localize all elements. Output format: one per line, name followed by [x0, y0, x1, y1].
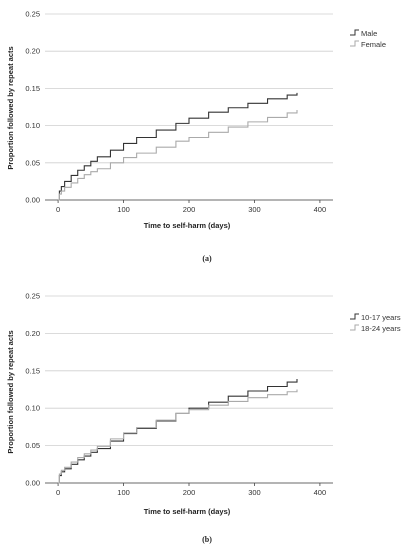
y-tick-labels: 0.00 0.05 0.10 0.15 0.20 0.25	[25, 10, 40, 205]
x-tick-label: 100	[117, 488, 130, 497]
y-tick-label: 0.25	[25, 10, 40, 19]
y-tick-label: 0.25	[25, 292, 40, 301]
series-line	[58, 92, 298, 201]
x-tick-labels: 0 100 200 300 400	[56, 200, 326, 214]
legend-swatch	[350, 313, 359, 320]
y-tick-label: 0.15	[25, 366, 40, 375]
x-tick-label: 200	[183, 488, 196, 497]
y-tick-label: 0.10	[25, 121, 40, 130]
x-tick-labels: 0 100 200 300 400	[56, 483, 326, 497]
panel-label-b: (b)	[202, 535, 212, 544]
legend-label: 18-24 years	[361, 324, 401, 333]
legend-label: Male	[361, 29, 377, 38]
y-tick-label: 0.05	[25, 158, 40, 167]
x-axis-label: Time to self-harm (days)	[144, 221, 231, 230]
y-tick-label: 0.15	[25, 84, 40, 93]
y-gridlines	[45, 13, 333, 201]
x-tick-label: 200	[183, 205, 196, 214]
x-tick-label: 300	[248, 205, 261, 214]
y-tick-label: 0.10	[25, 404, 40, 413]
x-tick-label: 0	[56, 488, 60, 497]
x-tick-label: 400	[314, 205, 327, 214]
x-tick-label: 300	[248, 488, 261, 497]
y-tick-label: 0.20	[25, 329, 40, 338]
x-tick-label: 400	[314, 488, 327, 497]
chart-panel-a: 0.00 0.05 0.10 0.15 0.20 0.25 0 100 200 300 400 P…	[6, 10, 386, 264]
series-line	[58, 109, 298, 201]
x-tick-label: 0	[56, 205, 60, 214]
y-tick-label: 0.00	[25, 479, 40, 488]
y-gridlines	[45, 295, 333, 484]
legend: Male Female	[350, 29, 386, 49]
y-axis-label: Proportion followed by repeat acts	[6, 46, 15, 169]
y-tick-label: 0.05	[25, 441, 40, 450]
series-line	[58, 389, 298, 484]
series-line	[58, 379, 298, 484]
y-tick-labels: 0.00 0.05 0.10 0.15 0.20 0.25	[25, 292, 40, 488]
y-tick-label: 0.20	[25, 47, 40, 56]
legend-swatch	[350, 324, 359, 331]
chart-panel-b: 0.00 0.05 0.10 0.15 0.20 0.25 0 100 200 300 400 P…	[6, 292, 401, 545]
legend-swatch	[350, 29, 359, 36]
legend-swatch	[350, 40, 359, 47]
legend: 10-17 years 18-24 years	[350, 313, 401, 333]
series-lines	[58, 379, 298, 484]
series-lines	[58, 92, 298, 201]
legend-label: Female	[361, 40, 386, 49]
x-tick-label: 100	[117, 205, 130, 214]
y-axis-label: Proportion followed by repeat acts	[6, 330, 15, 453]
x-axis-label: Time to self-harm (days)	[144, 507, 231, 516]
legend-label: 10-17 years	[361, 313, 401, 322]
y-tick-label: 0.00	[25, 196, 40, 205]
panel-label-a: (a)	[202, 254, 212, 263]
